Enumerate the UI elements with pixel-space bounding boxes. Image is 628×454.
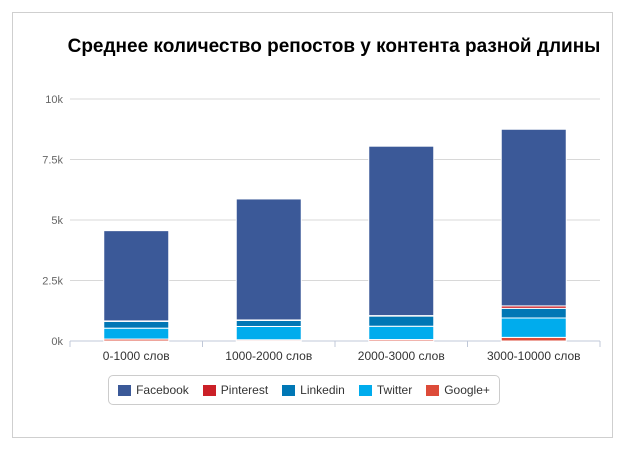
legend: Facebook Pinterest Linkedin Twitter Google+: [108, 375, 500, 405]
x-category-label: 1000-2000 слов: [225, 349, 312, 363]
legend-swatch: [202, 384, 216, 396]
x-category-label: 0-1000 слов: [103, 349, 170, 363]
bar-facebook: [103, 230, 170, 322]
legend-item[interactable]: Pinterest: [202, 383, 269, 397]
bar-google-plus: [500, 336, 567, 342]
legend-label: Twitter: [376, 383, 413, 397]
x-category-label: 3000-10000 слов: [487, 349, 581, 363]
y-tick-label: 0k: [51, 336, 63, 348]
bar-twitter: [103, 327, 170, 340]
legend-label: Facebook: [136, 383, 189, 397]
legend-item[interactable]: Twitter: [358, 383, 413, 397]
y-tick-label: 5k: [51, 215, 63, 227]
bar-twitter: [368, 325, 435, 341]
legend-swatch: [118, 384, 132, 396]
legend-swatch: [282, 384, 296, 396]
bar-facebook: [368, 145, 435, 317]
y-tick-label: 10k: [45, 94, 63, 106]
legend-item[interactable]: Linkedin: [282, 383, 345, 397]
legend-swatch: [426, 384, 440, 396]
bar-linkedin: [500, 307, 567, 319]
bar-twitter: [500, 317, 567, 338]
chart-title: Среднее количество репостов у контента р…: [67, 36, 601, 57]
bar-linkedin: [235, 319, 302, 327]
y-tick-label: 7.5k: [42, 155, 63, 167]
bar-linkedin: [103, 320, 170, 329]
bar-facebook: [235, 198, 302, 321]
legend-label: Linkedin: [300, 383, 345, 397]
legend-label: Pinterest: [220, 383, 269, 397]
y-tick-label: 2.5k: [42, 276, 63, 288]
x-category-label: 2000-3000 слов: [358, 349, 445, 363]
chart-frame: [12, 12, 613, 438]
bar-linkedin: [368, 315, 435, 327]
legend-swatch: [358, 384, 372, 396]
bar-twitter: [235, 325, 302, 341]
legend-label: Google+: [444, 383, 490, 397]
legend-item[interactable]: Google+: [426, 383, 490, 397]
bar-facebook: [500, 128, 567, 307]
legend-item[interactable]: Facebook: [118, 383, 189, 397]
